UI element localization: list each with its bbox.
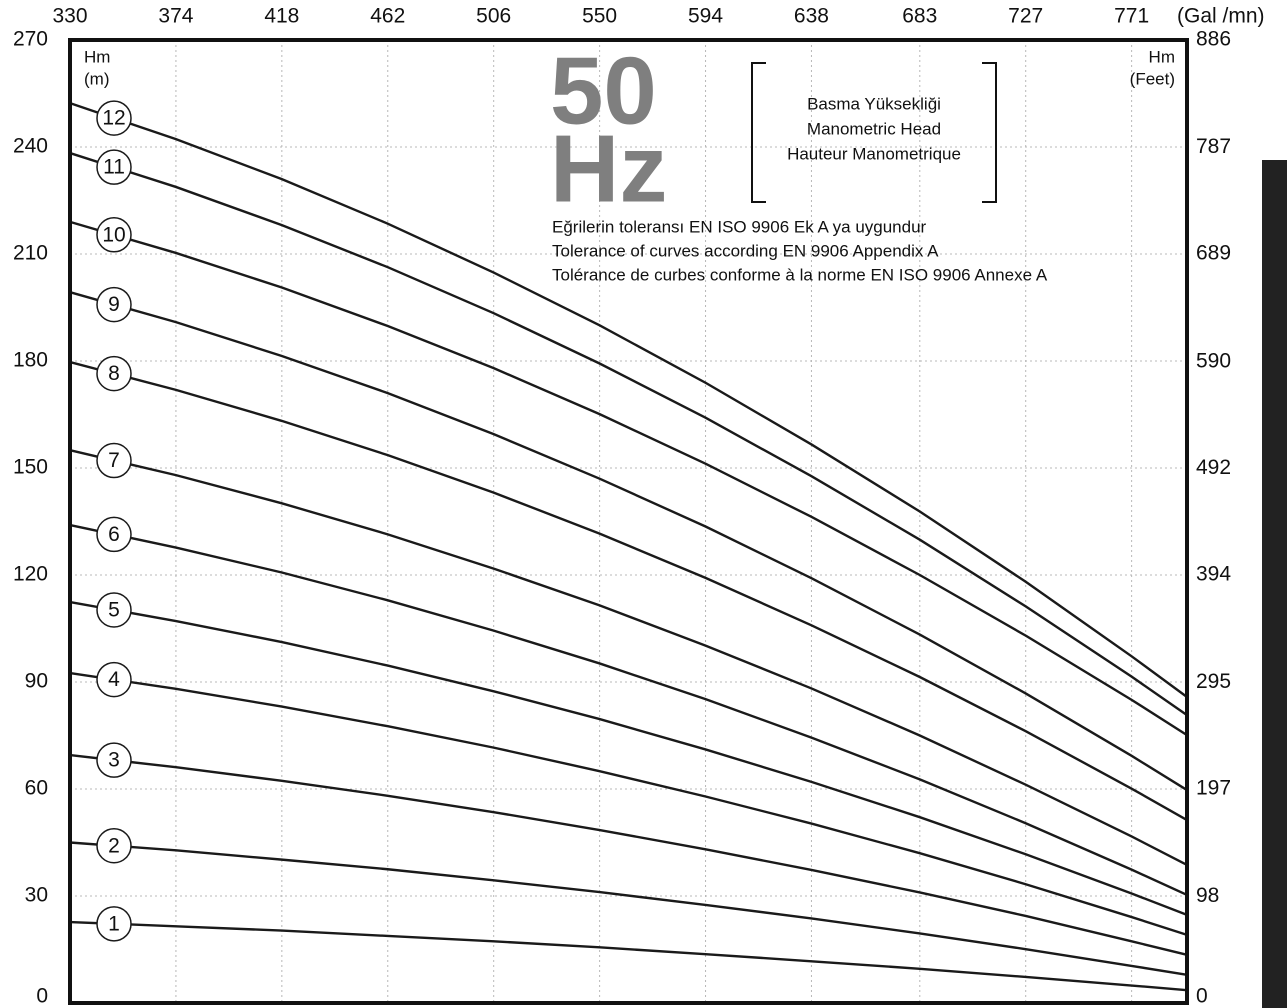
note: Tolérance de curbes conforme à la norme … [552, 265, 1048, 284]
series-badge [96, 661, 132, 698]
series-label: 4 [108, 668, 120, 691]
series-badge [96, 355, 132, 392]
series-badge [96, 100, 132, 136]
series-badge [96, 592, 132, 628]
pump-curve [69, 151, 1188, 717]
x-tick-label: 418 [264, 5, 299, 28]
x-label: (Gal /mn) [1177, 5, 1265, 28]
series-label: 3 [108, 749, 120, 772]
series-label: 12 [102, 107, 125, 130]
y2-tick-label: 197 [1196, 776, 1231, 799]
pump-curve [69, 841, 1188, 977]
series-label: 7 [108, 449, 120, 472]
y-tick-label: 240 [13, 135, 48, 158]
y-tick-label: 60 [25, 777, 48, 800]
pump-curve [69, 671, 1188, 937]
pump-curve [69, 600, 1188, 917]
y-label: Hm [84, 47, 110, 66]
pump-curve [69, 291, 1188, 792]
head-bracket [751, 62, 997, 203]
frequency-value: 50 [550, 37, 657, 144]
x-tick-label: 550 [582, 5, 617, 28]
y2-label: (Feet) [1130, 69, 1175, 88]
head-text: Hauteur Manometrique [787, 144, 961, 163]
x-tick-label: 727 [1008, 5, 1043, 28]
y-label: (m) [84, 69, 109, 88]
y2-tick-label: 886 [1196, 28, 1231, 51]
series-label: 5 [108, 599, 120, 622]
series-badge [96, 742, 132, 778]
y2-tick-label: 98 [1196, 884, 1219, 907]
y2-tick-label: 394 [1196, 562, 1231, 585]
y2-label: Hm [1149, 47, 1175, 66]
x-tick-label: 330 [52, 5, 87, 28]
pump-curve [69, 448, 1188, 867]
y2-tick-label: 492 [1196, 456, 1231, 479]
head-text: Basma Yüksekliği [807, 94, 941, 113]
note: Tolerance of curves according EN 9906 Ap… [552, 241, 939, 260]
series-label: 9 [108, 293, 120, 316]
series-label: 2 [108, 834, 120, 857]
y-tick-label: 210 [13, 242, 48, 265]
y-tick-label: 150 [13, 456, 48, 479]
series-label: 10 [102, 223, 125, 246]
series-badge [96, 442, 132, 479]
y2-tick-label: 787 [1196, 135, 1231, 158]
pump-curve [69, 220, 1188, 737]
pump-curve [69, 920, 1188, 992]
y-tick-label: 120 [13, 563, 48, 586]
series-badge [96, 906, 132, 942]
pump-curve [69, 101, 1188, 698]
series-badge [96, 828, 132, 864]
series-label: 1 [108, 912, 120, 935]
x-tick-label: 771 [1114, 5, 1149, 28]
series-label: 11 [103, 156, 125, 179]
x-tick-label: 462 [370, 5, 405, 28]
series-badge [96, 516, 132, 553]
pump-curve [69, 753, 1188, 957]
series-label: 8 [108, 362, 120, 385]
y-tick-label: 270 [13, 28, 48, 51]
y2-tick-label: 590 [1196, 349, 1231, 372]
y2-tick-label: 295 [1196, 670, 1231, 693]
head-text: Manometric Head [807, 119, 941, 138]
x-tick-label: 638 [794, 5, 829, 28]
x-tick-label: 374 [158, 5, 193, 28]
series-badge [96, 149, 132, 185]
y-tick-label: 0 [36, 985, 48, 1008]
frequency-unit: Hz [550, 115, 667, 222]
pump-image [1262, 160, 1287, 1008]
note: Eğrilerin toleransı EN ISO 9906 Ek A ya … [552, 217, 927, 236]
pump-curve [69, 523, 1188, 897]
y-tick-label: 30 [25, 884, 48, 907]
y2-tick-label: 0 [1196, 985, 1208, 1008]
x-tick-label: 683 [902, 5, 937, 28]
y-tick-label: 180 [13, 349, 48, 372]
series-label: 6 [108, 523, 120, 546]
series-badge [96, 286, 132, 323]
y-tick-label: 90 [25, 670, 48, 693]
pump-curve [69, 360, 1188, 822]
series-badge [96, 217, 132, 253]
y2-tick-label: 689 [1196, 242, 1231, 265]
plot-frame [68, 38, 1189, 1005]
x-tick-label: 506 [476, 5, 511, 28]
x-tick-label: 594 [688, 5, 723, 28]
